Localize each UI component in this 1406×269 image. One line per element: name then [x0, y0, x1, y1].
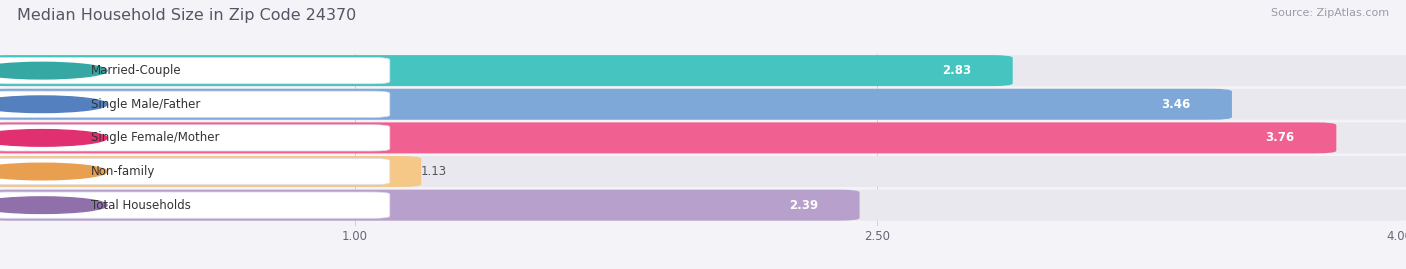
- Text: Median Household Size in Zip Code 24370: Median Household Size in Zip Code 24370: [17, 8, 356, 23]
- FancyBboxPatch shape: [0, 58, 389, 84]
- Circle shape: [0, 62, 107, 79]
- Text: Single Female/Mother: Single Female/Mother: [90, 131, 219, 144]
- FancyBboxPatch shape: [0, 190, 1406, 221]
- FancyBboxPatch shape: [0, 192, 389, 218]
- Text: Married-Couple: Married-Couple: [90, 64, 181, 77]
- Circle shape: [0, 163, 107, 180]
- Text: 2.83: 2.83: [942, 64, 972, 77]
- Text: Source: ZipAtlas.com: Source: ZipAtlas.com: [1271, 8, 1389, 18]
- Text: 1.13: 1.13: [422, 165, 447, 178]
- FancyBboxPatch shape: [0, 89, 1406, 120]
- FancyBboxPatch shape: [0, 55, 1012, 86]
- Text: Total Households: Total Households: [90, 199, 190, 212]
- FancyBboxPatch shape: [0, 156, 422, 187]
- FancyBboxPatch shape: [0, 156, 1406, 187]
- Circle shape: [0, 130, 107, 146]
- Text: 2.39: 2.39: [789, 199, 818, 212]
- FancyBboxPatch shape: [0, 190, 859, 221]
- Text: Non-family: Non-family: [90, 165, 155, 178]
- Text: Single Male/Father: Single Male/Father: [90, 98, 200, 111]
- FancyBboxPatch shape: [0, 55, 1406, 86]
- Circle shape: [0, 96, 107, 112]
- FancyBboxPatch shape: [0, 91, 389, 117]
- FancyBboxPatch shape: [0, 122, 1336, 153]
- FancyBboxPatch shape: [0, 89, 1232, 120]
- FancyBboxPatch shape: [0, 122, 1406, 153]
- Text: 3.76: 3.76: [1265, 131, 1295, 144]
- FancyBboxPatch shape: [0, 125, 389, 151]
- FancyBboxPatch shape: [0, 158, 389, 185]
- Text: 3.46: 3.46: [1161, 98, 1191, 111]
- Circle shape: [0, 197, 107, 213]
